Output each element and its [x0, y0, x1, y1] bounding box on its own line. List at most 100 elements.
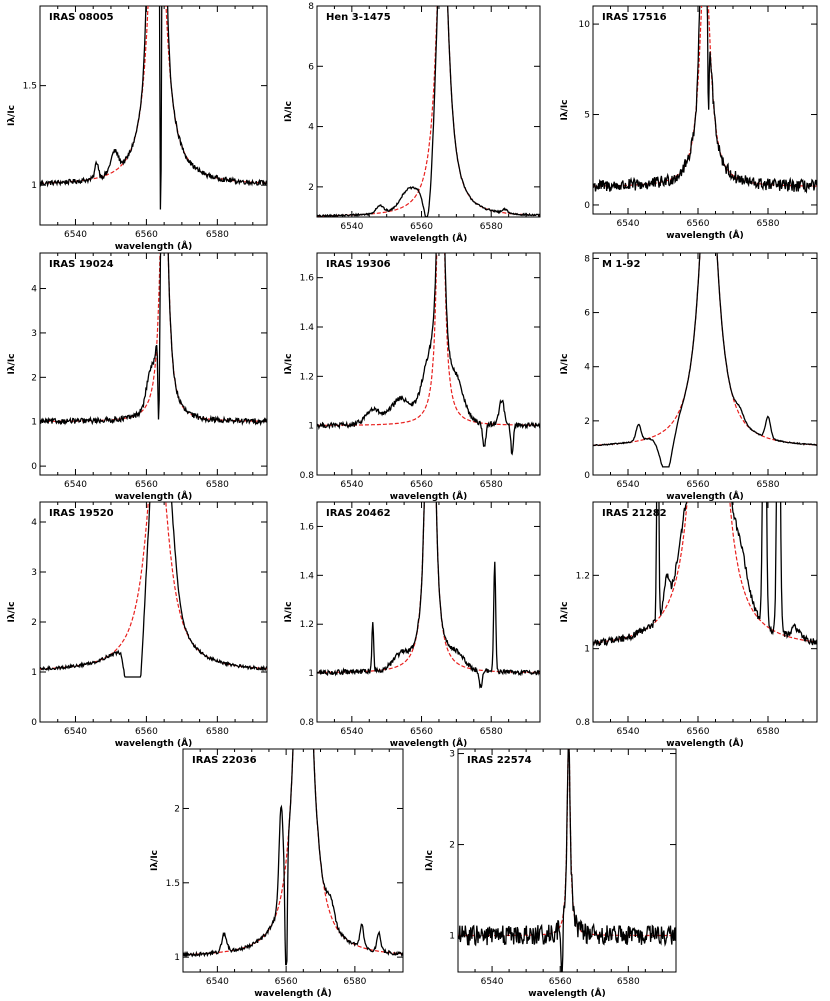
x-tick-label: 6580	[480, 222, 503, 232]
x-tick-label: 6560	[687, 219, 710, 229]
panel: 6540 6560 6580 0 1 2 3 4 wavelength (Å) Iλ/Ic IRAS…	[7, 501, 268, 749]
y-tick-label: 4	[308, 123, 314, 133]
model-profile-line	[40, 6, 267, 184]
panel-title: Hen 3-1475	[326, 12, 391, 23]
panel: 6540 6560 6580 0 2 4 6 8 wavelength (Å) Iλ/Ic M 1-…	[560, 252, 818, 502]
y-axis-label: Iλ/Ic	[7, 601, 17, 622]
x-tick-label: 6580	[757, 219, 780, 229]
y-tick-label: 0	[584, 201, 590, 211]
panel: 6540 6560 6580 2 4 6 8 wavelength (Å) Iλ/Ic Hen 3…	[284, 2, 541, 244]
panel: 6540 6560 6580 0 5 10 wavelength (Å) Iλ/Ic IRAS …	[560, 5, 818, 241]
x-tick-label: 6560	[275, 977, 298, 987]
x-tick-label: 6540	[340, 222, 363, 232]
observed-spectrum-line	[317, 502, 540, 690]
y-axis-label: Iλ/Ic	[150, 850, 160, 871]
x-tick-label: 6540	[481, 977, 504, 987]
x-tick-label: 6580	[480, 727, 503, 737]
panel-title: IRAS 20462	[326, 508, 391, 519]
x-tick-label: 6540	[64, 230, 87, 240]
model-profile-line	[40, 502, 267, 670]
y-tick-label: 2	[174, 804, 180, 814]
x-tick-label: 6580	[206, 727, 229, 737]
x-tick-label: 6540	[617, 727, 640, 737]
y-tick-label: 2	[584, 417, 590, 427]
y-tick-label: 4	[31, 518, 37, 528]
x-axis-label: wavelength (Å)	[666, 738, 743, 749]
panel: 6540 6560 6580 0.8 1 1.2 wavelength (Å) Iλ/Ic IR…	[560, 501, 818, 749]
x-tick-label: 6540	[64, 727, 87, 737]
y-tick-label: 0	[31, 462, 37, 472]
x-tick-label: 6560	[135, 480, 158, 490]
model-profile-line	[183, 749, 403, 956]
x-axis-label: wavelength (Å)	[390, 738, 467, 749]
panel-title: IRAS 22036	[192, 755, 257, 766]
x-tick-label: 6560	[410, 480, 433, 490]
x-tick-label: 6540	[340, 480, 363, 490]
y-tick-label: 0	[584, 471, 590, 481]
y-tick-label: 1	[31, 181, 37, 191]
x-axis-label: wavelength (Å)	[666, 230, 743, 241]
x-axis-label: wavelength (Å)	[115, 738, 192, 749]
y-tick-label: 2	[308, 183, 314, 193]
x-tick-label: 6560	[549, 977, 572, 987]
y-axis-label: Iλ/Ic	[7, 105, 17, 126]
x-tick-label: 6560	[687, 480, 710, 490]
observed-spectrum-line	[593, 502, 817, 647]
y-axis-label: Iλ/Ic	[425, 850, 435, 871]
x-axis-label: wavelength (Å)	[666, 491, 743, 502]
y-axis-label: Iλ/Ic	[560, 99, 570, 120]
y-tick-label: 8	[584, 254, 590, 264]
plot-frame	[39, 252, 268, 476]
x-tick-label: 6580	[206, 230, 229, 240]
y-tick-label: 1.6	[300, 274, 315, 284]
plot-frame	[592, 5, 818, 215]
y-axis-label: Iλ/Ic	[7, 353, 17, 374]
y-tick-label: 4	[584, 363, 590, 373]
y-tick-label: 3	[31, 329, 37, 339]
panel-title: IRAS 08005	[49, 12, 114, 23]
y-tick-label: 10	[579, 20, 591, 30]
observed-spectrum-line	[317, 253, 540, 456]
observed-spectrum-line	[40, 253, 267, 427]
y-tick-label: 1	[308, 669, 314, 679]
x-tick-label: 6580	[617, 977, 640, 987]
x-axis-label: wavelength (Å)	[528, 988, 605, 999]
x-tick-label: 6540	[64, 480, 87, 490]
model-profile-line	[593, 253, 817, 446]
y-tick-label: 5	[584, 111, 590, 121]
y-tick-label: 1.2	[300, 372, 314, 382]
y-tick-label: 1	[174, 953, 180, 963]
x-tick-label: 6580	[757, 727, 780, 737]
observed-spectrum-line	[40, 502, 267, 678]
x-tick-label: 6540	[340, 727, 363, 737]
x-tick-label: 6560	[410, 727, 433, 737]
panel: 6540 6560 6580 0.8 1 1.2 1.4 1.6 wavelength (Å) I…	[284, 501, 541, 749]
observed-spectrum-line	[458, 749, 676, 972]
panel-title: IRAS 19024	[49, 259, 114, 270]
x-tick-label: 6580	[757, 480, 780, 490]
model-profile-line	[593, 6, 817, 187]
x-axis-label: wavelength (Å)	[115, 491, 192, 502]
y-tick-label: 2	[31, 618, 37, 628]
x-tick-label: 6540	[617, 480, 640, 490]
y-tick-label: 3	[31, 568, 37, 578]
model-profile-line	[317, 502, 540, 674]
plot-frame	[182, 748, 404, 973]
panel-title: IRAS 19306	[326, 259, 391, 270]
y-axis-label: Iλ/Ic	[284, 101, 294, 122]
y-tick-label: 1.4	[300, 323, 315, 333]
y-tick-label: 0.8	[576, 718, 591, 728]
x-tick-label: 6560	[687, 727, 710, 737]
y-axis-label: Iλ/Ic	[284, 601, 294, 622]
x-tick-label: 6540	[617, 219, 640, 229]
panel-title: IRAS 22574	[467, 755, 532, 766]
y-tick-label: 0.8	[300, 471, 315, 481]
x-axis-label: wavelength (Å)	[254, 988, 331, 999]
y-tick-label: 1.2	[300, 620, 314, 630]
x-tick-label: 6580	[480, 480, 503, 490]
y-tick-label: 1	[31, 418, 37, 428]
observed-spectrum-line	[183, 749, 403, 966]
observed-spectrum-line	[593, 253, 817, 468]
y-tick-label: 3	[449, 750, 455, 760]
